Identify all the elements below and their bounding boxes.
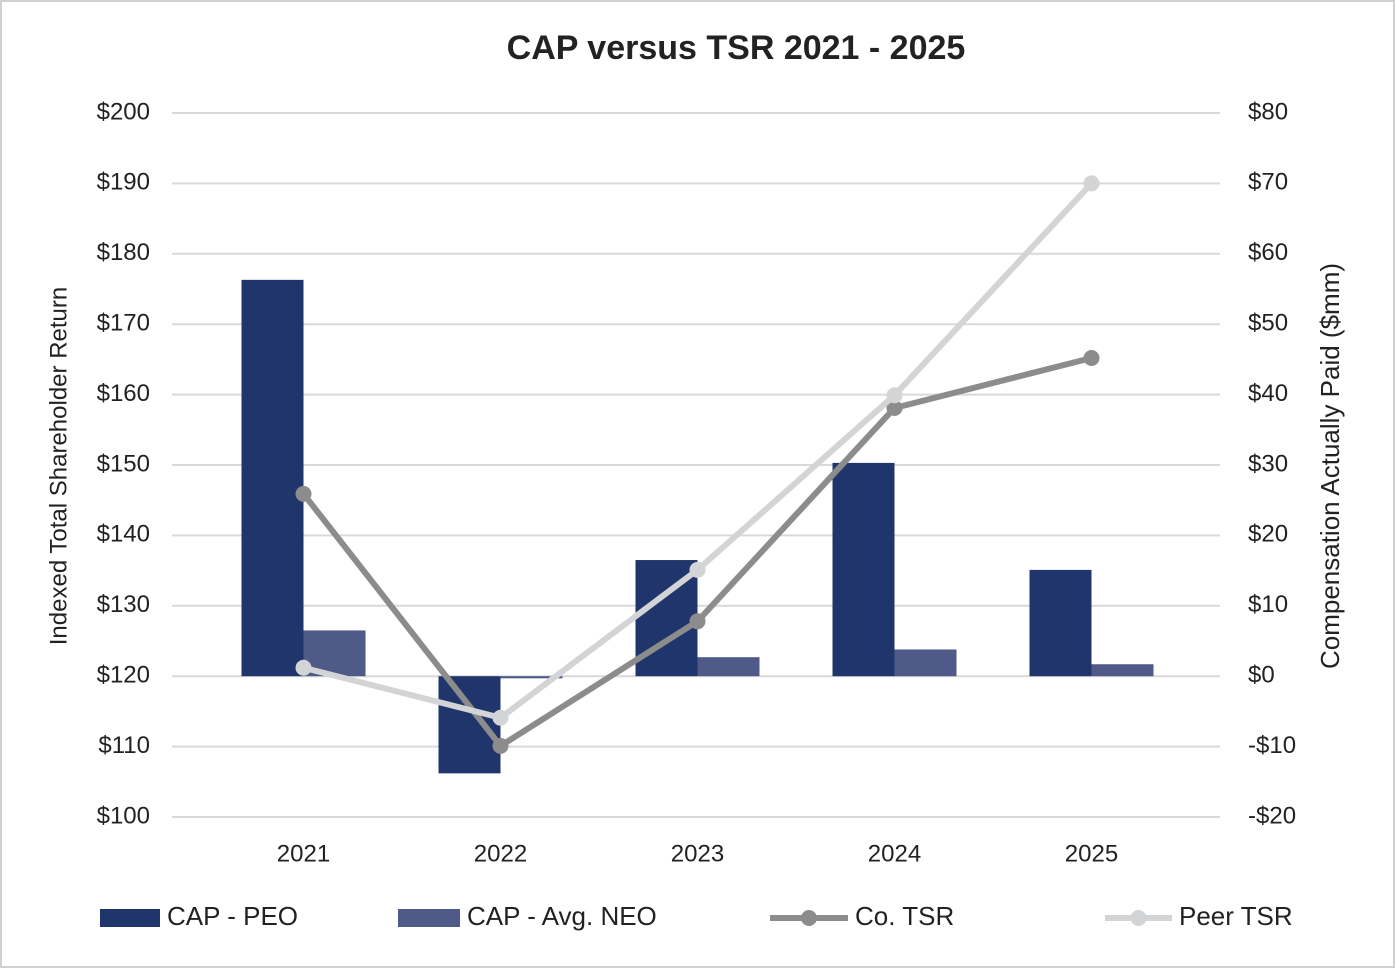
y2-tick-label: -$20 bbox=[1248, 802, 1296, 829]
y-tick-label: $100 bbox=[97, 802, 150, 829]
y-tick-label: $150 bbox=[97, 450, 150, 477]
y2-tick-label: $10 bbox=[1248, 591, 1288, 618]
point bbox=[295, 659, 312, 676]
legend-label: CAP - PEO bbox=[167, 901, 298, 931]
y2-tick-label: $80 bbox=[1248, 98, 1288, 125]
point bbox=[689, 561, 706, 578]
y-tick-label: $120 bbox=[97, 662, 150, 689]
y2-axis-title: Compensation Actually Paid ($mm) bbox=[1315, 263, 1345, 669]
bar bbox=[697, 657, 760, 677]
chart-title: CAP versus TSR 2021 - 2025 bbox=[507, 29, 966, 67]
y-tick-label: $130 bbox=[97, 591, 150, 618]
bar bbox=[1091, 664, 1154, 677]
bar bbox=[500, 676, 563, 679]
bar bbox=[438, 676, 501, 774]
x-tick-label: 2023 bbox=[671, 840, 724, 867]
legend-swatch bbox=[100, 909, 160, 927]
y-tick-label: $180 bbox=[97, 239, 150, 266]
point bbox=[886, 387, 903, 404]
y2-tick-label: $0 bbox=[1248, 662, 1275, 689]
y2-tick-label: $60 bbox=[1248, 239, 1288, 266]
point bbox=[689, 613, 706, 630]
point bbox=[1083, 349, 1100, 366]
legend-label: Peer TSR bbox=[1179, 901, 1293, 931]
bar bbox=[1029, 569, 1092, 677]
y2-tick-label: -$10 bbox=[1248, 732, 1296, 759]
y2-tick-label: $70 bbox=[1248, 169, 1288, 196]
point bbox=[492, 709, 509, 726]
y2-tick-label: $30 bbox=[1248, 450, 1288, 477]
x-tick-label: 2025 bbox=[1065, 840, 1118, 867]
point bbox=[295, 485, 312, 502]
point bbox=[492, 737, 509, 754]
bar bbox=[241, 279, 304, 677]
y-tick-label: $140 bbox=[97, 521, 150, 548]
y-axis-title: Indexed Total Shareholder Return bbox=[45, 287, 72, 645]
y2-tick-label: $50 bbox=[1248, 310, 1288, 337]
y-tick-label: $200 bbox=[97, 98, 150, 125]
legend-marker bbox=[1130, 910, 1147, 926]
x-tick-label: 2022 bbox=[474, 840, 527, 867]
point bbox=[886, 399, 903, 416]
y-tick-label: $190 bbox=[97, 169, 150, 196]
point bbox=[1083, 175, 1100, 192]
legend-swatch bbox=[398, 909, 460, 927]
bar bbox=[832, 462, 895, 677]
y2-tick-label: $20 bbox=[1248, 521, 1288, 548]
bar bbox=[894, 649, 957, 677]
y-tick-label: $170 bbox=[97, 310, 150, 337]
y-tick-label: $160 bbox=[97, 380, 150, 407]
legend-label: CAP - Avg. NEO bbox=[467, 901, 657, 931]
legend-label: Co. TSR bbox=[855, 901, 954, 931]
legend-marker bbox=[801, 910, 817, 926]
y-tick-label: $110 bbox=[98, 732, 150, 759]
x-tick-label: 2024 bbox=[868, 840, 921, 867]
x-tick-label: 2021 bbox=[277, 840, 330, 867]
y2-tick-label: $40 bbox=[1248, 380, 1288, 407]
